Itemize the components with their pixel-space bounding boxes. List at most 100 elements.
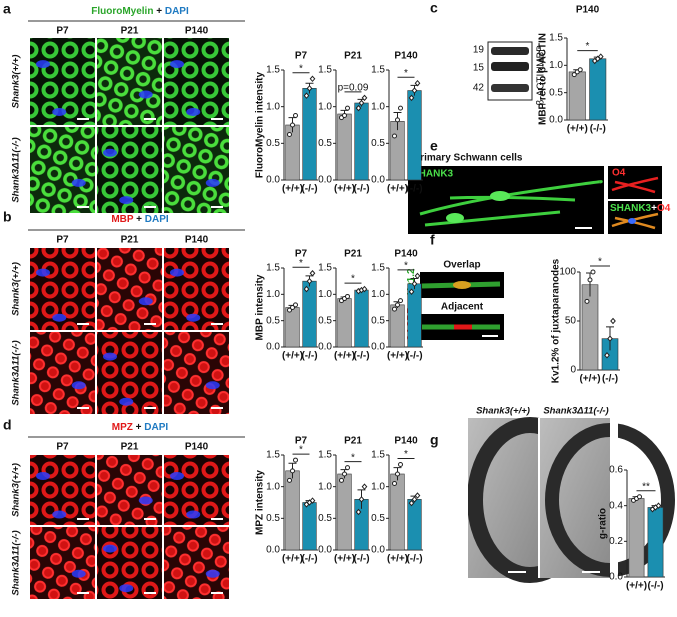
y-tick-label: 0.5 [371, 315, 385, 326]
nucleus [119, 196, 134, 205]
nucleus [103, 544, 117, 553]
data-point [290, 305, 295, 310]
y-tick-label: 0.5 [549, 87, 563, 98]
x-tick-label: (-/-) [353, 554, 369, 565]
x-tick-label: (+/+) [567, 124, 588, 135]
x-tick-label: (+/+) [334, 554, 355, 565]
data-point [309, 270, 316, 277]
data-point [309, 497, 316, 504]
y-tick-label: 50 [565, 316, 577, 327]
micrograph [30, 527, 95, 599]
y-tick-label: 0.5 [318, 513, 332, 524]
bar [337, 113, 352, 181]
significance-label: * [404, 261, 408, 272]
bar [647, 507, 664, 578]
data-point [411, 280, 418, 288]
blot-band [491, 84, 529, 92]
nucleus [138, 496, 153, 505]
column-label: P7 [56, 442, 69, 453]
y-tick-label: 1.5 [318, 65, 332, 76]
data-point [655, 502, 662, 509]
data-point [414, 492, 421, 499]
chart-title: P7 [295, 51, 308, 62]
data-point [358, 99, 365, 107]
nucleus [119, 397, 134, 406]
stain: + [136, 422, 142, 433]
bar [302, 502, 317, 551]
bar [337, 298, 352, 348]
row-label: Shank3Δ11(-/-) [11, 340, 22, 405]
data-point [306, 85, 313, 92]
data-point [411, 496, 418, 503]
nucleus [119, 584, 134, 593]
data-point [408, 499, 415, 507]
data-point [339, 477, 344, 483]
data-point [398, 462, 403, 467]
image-label: Overlap [443, 260, 480, 271]
bar [337, 473, 352, 551]
nucleus [205, 381, 220, 390]
data-point [345, 105, 350, 111]
bar [407, 499, 422, 551]
x-tick-label: (-/-) [406, 184, 422, 195]
y-tick-label: 1.0 [371, 289, 385, 300]
y-tick-label: 1.0 [266, 481, 280, 492]
micrograph [30, 127, 95, 213]
x-tick-label: (+/+) [626, 581, 647, 592]
y-tick-label: 0.0 [371, 175, 385, 186]
panel-letter: f [430, 232, 435, 248]
mask [610, 410, 618, 580]
micrograph [97, 38, 162, 125]
stain: + [156, 6, 162, 17]
data-point [395, 471, 400, 477]
bar [407, 283, 422, 348]
row-label: Shank3Δ11(-/-) [11, 530, 22, 595]
data-point [306, 277, 313, 285]
y-axis-label: g-ratio [598, 508, 609, 539]
y-tick-label: 0.0 [318, 545, 332, 556]
data-point [355, 508, 362, 516]
nucleus [103, 148, 117, 157]
chart-title: P21 [344, 436, 362, 447]
bar [568, 71, 586, 121]
y-axis-label: MBP rel to β-ACTIN [538, 33, 549, 125]
nucleus [138, 90, 153, 99]
cell-process [611, 176, 659, 194]
y-tick-label: 1.5 [266, 65, 280, 76]
data-point [287, 477, 292, 483]
nucleus [170, 472, 184, 480]
significance-label: * [598, 257, 602, 268]
data-point [342, 112, 347, 118]
stain: DAPI [165, 6, 189, 17]
bar [589, 58, 607, 121]
significance-label: * [299, 258, 303, 269]
data-point [414, 272, 421, 280]
data-point [392, 481, 397, 486]
panel-letter: c [430, 0, 438, 16]
panel-letter: a [3, 1, 11, 17]
channel: + [651, 203, 657, 214]
data-point [398, 298, 403, 304]
row-label: Shank3(+/+) [11, 262, 22, 316]
nucleus [71, 569, 86, 578]
nucleus [186, 510, 201, 519]
x-tick-label: (-/-) [406, 351, 422, 362]
nucleus [52, 313, 67, 322]
y-tick-label: 0.0 [549, 115, 563, 126]
data-point [584, 298, 590, 304]
significance-label: * [299, 63, 303, 74]
y-tick-label: 0.5 [318, 138, 332, 149]
x-tick-label: (+/+) [579, 374, 600, 385]
y-tick-label: 1.5 [549, 33, 563, 44]
y-tick-label: 1.5 [318, 263, 332, 274]
bar [302, 88, 317, 181]
significance-label: * [351, 452, 355, 463]
x-tick-label: (-/-) [301, 554, 317, 565]
micrograph [164, 332, 229, 414]
band-label: β-ACTIN [536, 66, 547, 105]
bar [581, 284, 599, 371]
data-point [303, 285, 310, 293]
nucleus [52, 107, 67, 116]
y-tick-label: 1.5 [371, 263, 385, 274]
